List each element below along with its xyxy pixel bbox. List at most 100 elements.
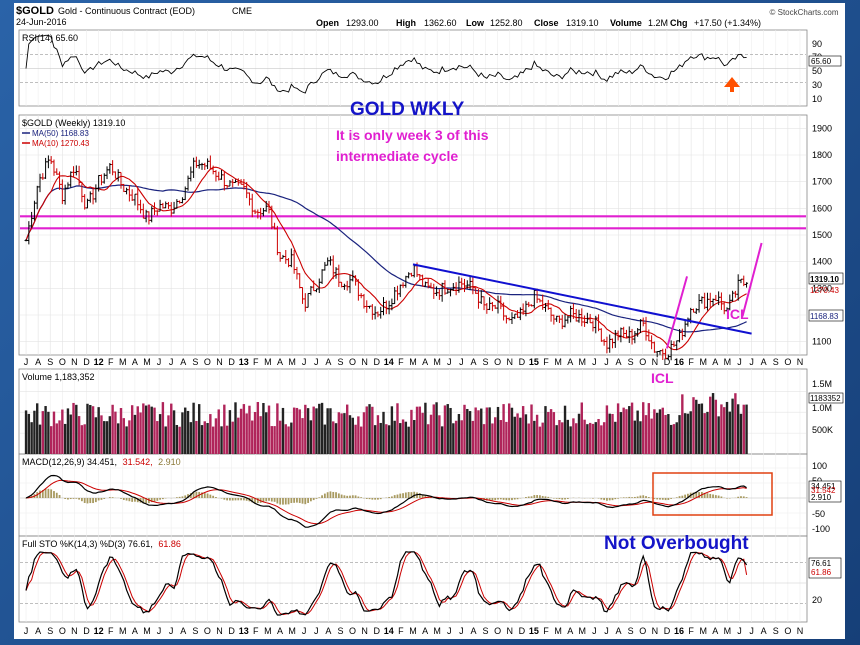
macd-histogram-bar xyxy=(181,496,184,498)
x-tick-label-price: J xyxy=(169,357,174,367)
volume-bar xyxy=(318,403,321,454)
volume-bar xyxy=(683,413,687,454)
volume-bar xyxy=(150,406,153,454)
macd-histogram-bar xyxy=(430,497,432,498)
macd-histogram-bar xyxy=(318,497,321,498)
x-tick-label-price: N xyxy=(797,357,804,367)
volume-bar xyxy=(661,407,664,454)
x-tick-label-price: M xyxy=(409,357,417,367)
volume-bar xyxy=(259,416,262,454)
date: 24-Jun-2016 xyxy=(16,17,67,27)
volume-bar xyxy=(594,422,597,454)
volume-bar xyxy=(181,412,184,454)
volume-bar xyxy=(348,415,352,454)
volume-bar xyxy=(728,411,732,454)
x-tick-label-bottom: S xyxy=(47,626,53,636)
macd-histogram-bar xyxy=(564,498,566,500)
volume-bar xyxy=(77,416,81,454)
macd-histogram-bar xyxy=(326,492,329,498)
volume-bar xyxy=(119,408,123,454)
macd-histogram-bar xyxy=(628,496,631,498)
x-tick-label-bottom: D xyxy=(228,626,235,636)
macd-histogram-bar xyxy=(226,498,229,501)
macd-histogram-bar xyxy=(323,493,326,498)
volume-bar xyxy=(602,422,606,454)
volume-bar xyxy=(675,422,678,454)
macd-histogram-bar xyxy=(103,498,106,499)
volume-bar xyxy=(368,404,371,454)
volume-bar xyxy=(700,403,704,454)
ma10-tag: 1270.43 xyxy=(810,286,839,295)
macd-histogram-bar xyxy=(357,496,360,498)
x-tick-label-price: A xyxy=(325,357,331,367)
volume-bar xyxy=(382,411,385,454)
volume-bar xyxy=(429,414,433,454)
volume-bar xyxy=(538,426,542,454)
macd-histogram-bar xyxy=(566,498,569,500)
volume-bar xyxy=(357,416,360,454)
macd-histogram-bar xyxy=(374,498,377,500)
sto-d-line xyxy=(25,551,748,616)
macd-histogram-bar xyxy=(692,492,695,498)
x-tick-label-bottom: D xyxy=(664,626,671,636)
macd-histogram-bar xyxy=(47,488,50,498)
source: © StockCharts.com xyxy=(769,8,838,17)
x-tick-label-price: S xyxy=(628,357,634,367)
x-tick-label-bottom: M xyxy=(288,626,296,636)
volume-bar xyxy=(692,397,695,454)
macd-histogram-bar xyxy=(309,498,312,502)
volume-bar xyxy=(480,408,483,454)
volume-bar xyxy=(312,406,315,454)
macd-histogram-bar xyxy=(399,493,402,498)
x-tick-label-bottom: J xyxy=(592,626,597,636)
x-tick-label-bottom: N xyxy=(216,626,223,636)
macd-histogram-bar xyxy=(717,495,720,498)
volume-bar xyxy=(270,426,274,454)
macd-histogram-bar xyxy=(153,498,156,502)
x-tick-label-price: J xyxy=(302,357,307,367)
volume-bar xyxy=(315,408,318,454)
macd-histogram-bar xyxy=(290,498,293,504)
volume-bar xyxy=(558,420,561,454)
volume-bar xyxy=(669,424,673,454)
volume-bar xyxy=(443,405,447,454)
volume-bar xyxy=(583,419,586,454)
volume-bar xyxy=(535,414,539,454)
macd-histogram-bar xyxy=(337,493,340,498)
volume-bar xyxy=(505,421,508,454)
volume-bar xyxy=(440,426,444,454)
x-tick-label-bottom: S xyxy=(483,626,489,636)
volume-bar xyxy=(725,401,729,454)
x-tick-label-bottom: A xyxy=(35,626,41,636)
macd-histogram-bar xyxy=(622,497,625,498)
macd-histogram-bar xyxy=(530,496,533,498)
ma50-label: MA(50) 1168.83 xyxy=(32,129,89,138)
macd-histogram-bar xyxy=(161,498,164,500)
macd-histogram-bar xyxy=(39,490,41,498)
volume-bar xyxy=(192,402,195,454)
volume-bar xyxy=(242,404,246,454)
macd-histogram-bar xyxy=(497,498,499,500)
volume-bar xyxy=(605,405,609,454)
macd-histogram-bar xyxy=(94,498,97,503)
sto-label: Full STO %K(14,3) %D(3) 76.61, 61.86 xyxy=(22,539,181,549)
macd-histogram-bar xyxy=(614,498,617,500)
volume-bar xyxy=(530,404,533,454)
volume-bar xyxy=(695,399,698,454)
macd-histogram-bar xyxy=(67,498,69,500)
volume-bar xyxy=(541,422,544,454)
macd-histogram-bar xyxy=(404,492,407,498)
volume-bar xyxy=(58,420,61,454)
volume-bar xyxy=(449,407,452,454)
volume-bar xyxy=(281,407,285,454)
x-tick-label-bottom: J xyxy=(302,626,307,636)
macd-histogram-bar xyxy=(178,496,181,498)
macd-histogram-bar xyxy=(64,498,67,499)
open-value: 1293.00 xyxy=(346,18,379,28)
volume-bar xyxy=(373,425,377,454)
sto-tag-k: 76.61 xyxy=(811,559,832,568)
volume-bar xyxy=(172,410,176,454)
volume-bar xyxy=(211,426,215,454)
volume-bar xyxy=(572,418,575,454)
volume-bar xyxy=(80,425,84,454)
